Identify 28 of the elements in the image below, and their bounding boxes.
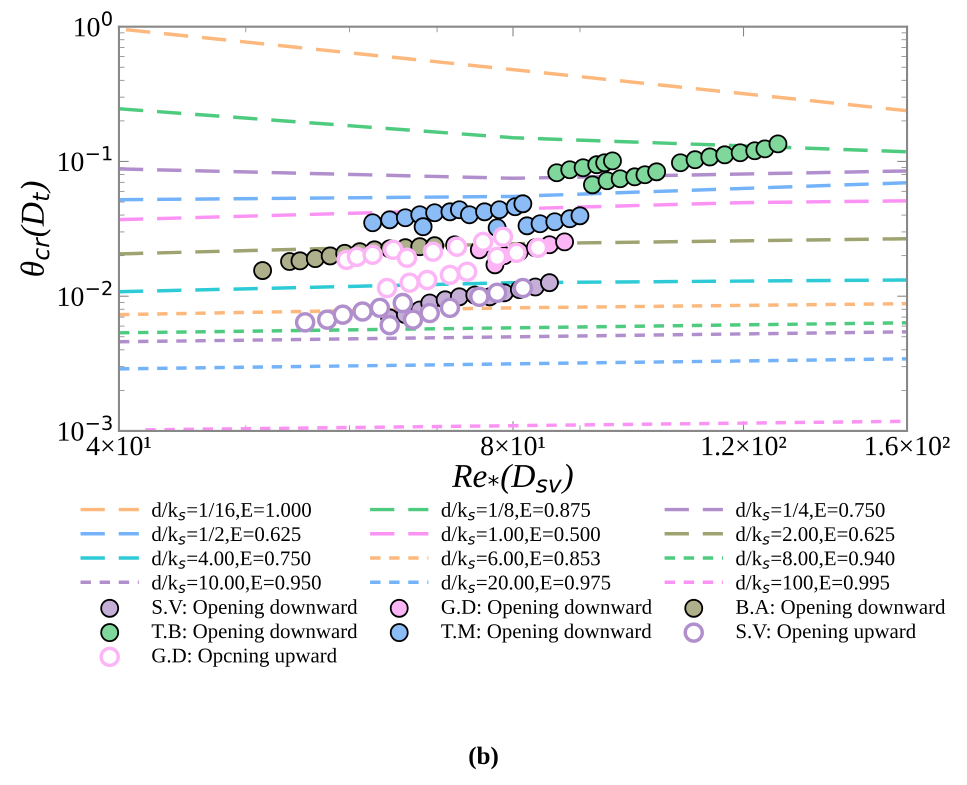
legend-label: T.M: Opening downward	[441, 624, 652, 643]
legend-label: S.V: Opening upward	[736, 624, 916, 643]
legend-label: B.A: Opening downward	[736, 599, 946, 618]
legend-label: d/k$_{s}$=1/2,E=0.625	[152, 526, 300, 545]
legend-label: d/k$_{s}$=1.00,E=0.500	[442, 526, 600, 545]
legend-label: G.D: Opcning upward	[152, 648, 337, 667]
x-axis-title: Re$_{*}$(D$_{sv}$)	[452, 464, 573, 494]
y-tick-label: 10$^{−2}$	[59, 280, 112, 306]
legend-label: d/k$_{s}$=1/8,E=0.875	[442, 502, 590, 520]
x-tick-label: 1.2×10²	[702, 436, 786, 456]
legend-label: T.B: Opening downward	[152, 624, 358, 643]
legend-label: d/k$_{s}$=4.00,E=0.750	[152, 550, 310, 569]
text: (b)	[469, 746, 498, 770]
y-axis-title: θ$_{cr}$(D$_{t}$)	[20, 182, 51, 276]
legend-label: d/k$_{s}$=2.00,E=0.625	[736, 526, 894, 545]
legend-label: d/k$_{s}$=6.00,E=0.853	[442, 550, 600, 569]
legend-label: d/k$_{s}$=1/16,E=1.000	[152, 502, 311, 520]
y-tick-label: 10$^{0}$	[75, 11, 112, 37]
legend-label: d/k$_{s}$=100,E=0.995	[736, 574, 890, 594]
x-tick-label: 8×10¹	[481, 436, 545, 456]
x-tick-label: 1.6×10²	[866, 436, 950, 456]
legend-label: d/k$_{s}$=10.00,E=0.950	[152, 574, 321, 594]
legend-label: d/k$_{s}$=8.00,E=0.940	[736, 550, 894, 569]
legend-label: d/k$_{s}$=20.00,E=0.975	[442, 574, 610, 594]
legend-label: G.D: Opening downward	[442, 599, 652, 618]
legend-label: d/k$_{s}$=1/4,E=0.750	[736, 502, 885, 520]
y-tick-label: 10$^{−1}$	[59, 146, 112, 172]
legend-label: S.V: Opening downward	[152, 599, 358, 618]
